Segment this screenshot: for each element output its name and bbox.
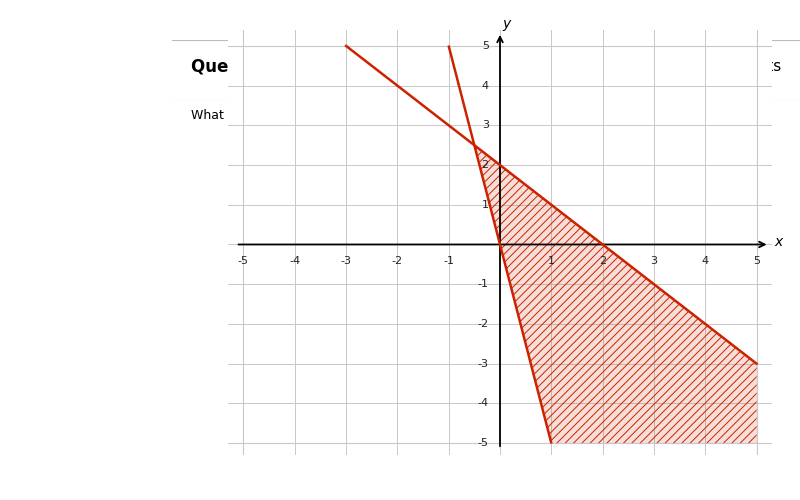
Text: 3: 3 [482, 120, 489, 130]
Text: 4: 4 [702, 256, 709, 266]
Text: 1 pts: 1 pts [743, 60, 781, 74]
Text: -5: -5 [478, 438, 489, 448]
Text: 1: 1 [548, 256, 555, 266]
Text: 5: 5 [753, 256, 760, 266]
Text: 1: 1 [482, 200, 489, 210]
Text: y: y [502, 17, 510, 31]
Text: -4: -4 [478, 398, 489, 408]
Text: 2: 2 [482, 160, 489, 170]
Text: -2: -2 [478, 319, 489, 329]
Text: Question 13: Question 13 [191, 58, 304, 76]
Text: 5: 5 [482, 41, 489, 51]
Text: -5: -5 [238, 256, 249, 266]
Point [494, 240, 506, 248]
Text: What is the system of inequalities associated with the following graph?: What is the system of inequalities assoc… [191, 108, 638, 122]
Text: 3: 3 [650, 256, 658, 266]
Text: 2: 2 [599, 256, 606, 266]
Text: x: x [774, 234, 783, 248]
Text: 4: 4 [482, 80, 489, 90]
Text: -2: -2 [392, 256, 403, 266]
Text: -1: -1 [478, 279, 489, 289]
Text: -3: -3 [478, 358, 489, 368]
Text: -4: -4 [289, 256, 300, 266]
Text: -1: -1 [443, 256, 454, 266]
Text: -3: -3 [341, 256, 351, 266]
